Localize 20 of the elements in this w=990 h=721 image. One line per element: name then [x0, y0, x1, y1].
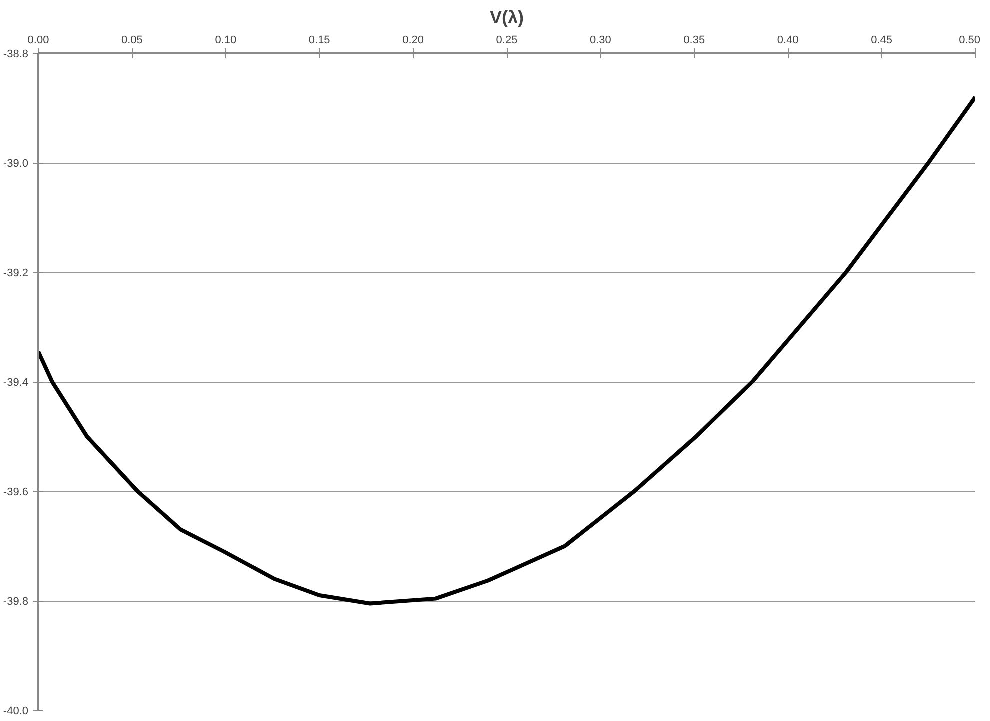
- x-tick-label: 0.50: [959, 34, 981, 46]
- y-tick-label: -39.4: [3, 377, 29, 389]
- x-tick-label: 0.30: [590, 34, 612, 46]
- x-tick-label: 0.15: [308, 34, 330, 46]
- y-tick-label: -39.2: [3, 268, 29, 280]
- x-tick-label: 0.00: [28, 34, 50, 46]
- y-tick-label: -39.6: [3, 486, 29, 498]
- y-tick-label: -39.8: [3, 596, 29, 608]
- chart-title: V(λ): [490, 8, 524, 28]
- x-tick-label: 0.10: [215, 34, 237, 46]
- y-tick-label: -38.8: [3, 48, 29, 60]
- x-tick-label: 0.40: [777, 34, 799, 46]
- y-tick-label: -40.0: [3, 706, 29, 718]
- x-tick-label: 0.45: [871, 34, 893, 46]
- x-tick-label: 0.25: [496, 34, 518, 46]
- x-tick-label: 0.35: [684, 34, 706, 46]
- y-tick-label: -39.0: [3, 158, 29, 170]
- line-series: [38, 95, 976, 606]
- x-tick-label: 0.20: [402, 34, 424, 46]
- x-tick-label: 0.05: [121, 34, 143, 46]
